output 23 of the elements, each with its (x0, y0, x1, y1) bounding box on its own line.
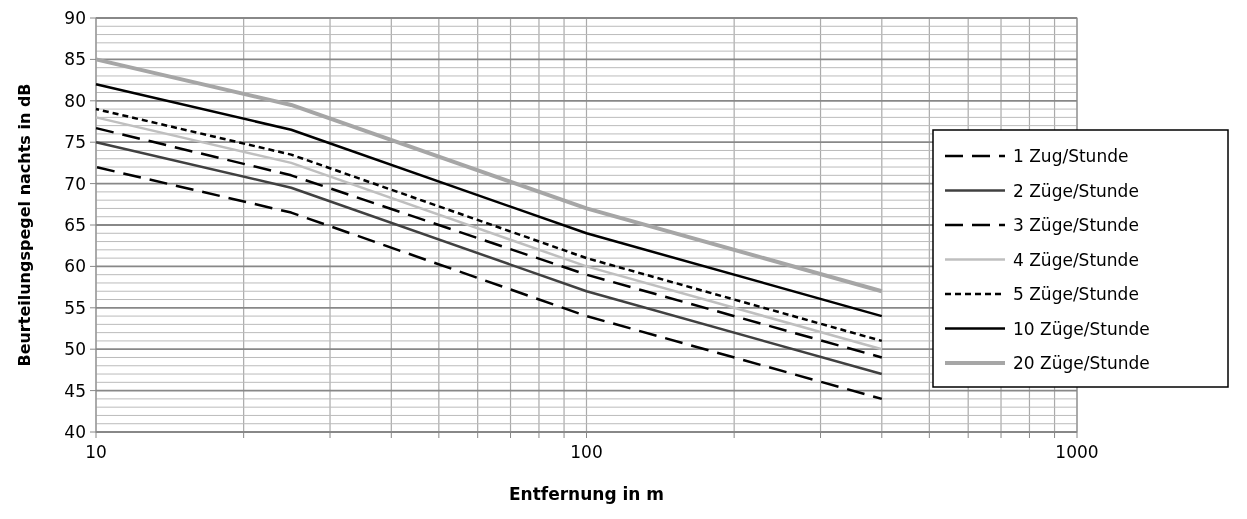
y-axis-title: Beurteilungspegel nachts in dB (15, 83, 34, 367)
y-tick-label: 55 (64, 297, 86, 318)
x-axis-title: Entfernung in m (508, 484, 665, 504)
y-tick-label: 80 (64, 90, 86, 111)
y-tick-label: 75 (64, 132, 86, 153)
y-tick-label: 90 (64, 8, 86, 28)
legend-label: 4 Züge/Stunde (1013, 249, 1139, 270)
y-tick-label: 60 (64, 256, 86, 277)
y-tick-label: 40 (64, 422, 86, 442)
x-tick-label: 100 (570, 442, 603, 462)
y-tick-label: 45 (64, 380, 86, 401)
legend-label: 2 Züge/Stunde (1013, 180, 1139, 201)
legend-label: 1 Zug/Stunde (1013, 146, 1129, 166)
x-tick-label: 1000 (1055, 442, 1099, 462)
y-tick-label: 65 (64, 215, 86, 235)
y-tick-label: 70 (64, 173, 86, 194)
y-tick-label: 85 (64, 49, 86, 70)
legend-label: 5 Züge/Stunde (1013, 284, 1139, 304)
x-tick-label: 10 (85, 442, 107, 462)
legend-label: 20 Züge/Stunde (1013, 353, 1150, 373)
legend-label: 10 Züge/Stunde (1013, 318, 1150, 339)
legend-label: 3 Züge/Stunde (1013, 215, 1139, 235)
y-tick-label: 50 (64, 339, 86, 360)
